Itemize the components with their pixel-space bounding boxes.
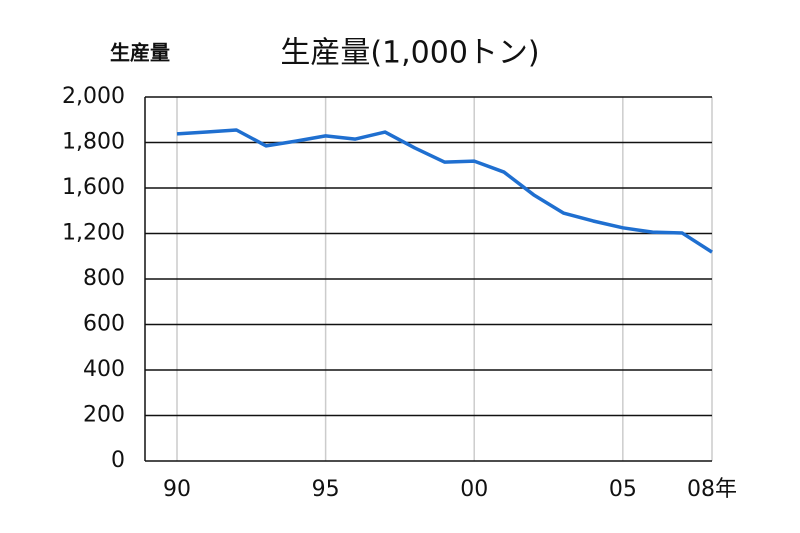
- chart-title: 生産量(1,000トン): [280, 36, 539, 71]
- y-tick-label: 600: [83, 312, 125, 337]
- x-tick-label: 05: [609, 477, 637, 502]
- y-axis-label: 生産量: [110, 41, 170, 65]
- y-tick-label: 1,800: [62, 130, 125, 155]
- y-tick-label: 200: [83, 403, 125, 428]
- x-tick-label: 90: [163, 477, 191, 502]
- x-tick-label: 95: [312, 477, 340, 502]
- y-tick-label: 1,600: [62, 175, 125, 200]
- y-tick-label: 1,200: [62, 221, 125, 246]
- data-line: [176, 128, 713, 254]
- y-tick-label: 2,000: [62, 84, 125, 109]
- y-tick-label: 800: [83, 266, 125, 291]
- x-tick-label: 00: [460, 477, 488, 502]
- x-tick-label: 08年: [687, 477, 737, 502]
- y-tick-label: 0: [111, 448, 125, 473]
- y-tick-label: 400: [83, 357, 125, 382]
